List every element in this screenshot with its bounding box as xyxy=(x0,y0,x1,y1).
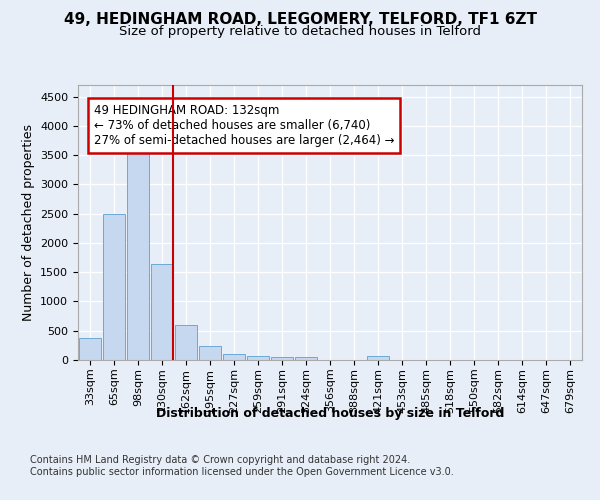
Y-axis label: Number of detached properties: Number of detached properties xyxy=(22,124,35,321)
Text: Contains HM Land Registry data © Crown copyright and database right 2024.
Contai: Contains HM Land Registry data © Crown c… xyxy=(30,455,454,476)
Bar xyxy=(295,358,317,360)
Bar xyxy=(199,346,221,360)
Bar xyxy=(175,326,197,360)
Text: 49 HEDINGHAM ROAD: 132sqm
← 73% of detached houses are smaller (6,740)
27% of se: 49 HEDINGHAM ROAD: 132sqm ← 73% of detac… xyxy=(94,104,395,147)
Text: Distribution of detached houses by size in Telford: Distribution of detached houses by size … xyxy=(156,408,504,420)
Bar xyxy=(103,214,125,360)
Bar xyxy=(223,354,245,360)
Bar xyxy=(79,338,101,360)
Bar xyxy=(247,356,269,360)
Bar xyxy=(127,140,149,360)
Bar xyxy=(367,356,389,360)
Text: 49, HEDINGHAM ROAD, LEEGOMERY, TELFORD, TF1 6ZT: 49, HEDINGHAM ROAD, LEEGOMERY, TELFORD, … xyxy=(64,12,536,28)
Bar xyxy=(271,358,293,360)
Bar xyxy=(151,264,173,360)
Text: Size of property relative to detached houses in Telford: Size of property relative to detached ho… xyxy=(119,25,481,38)
